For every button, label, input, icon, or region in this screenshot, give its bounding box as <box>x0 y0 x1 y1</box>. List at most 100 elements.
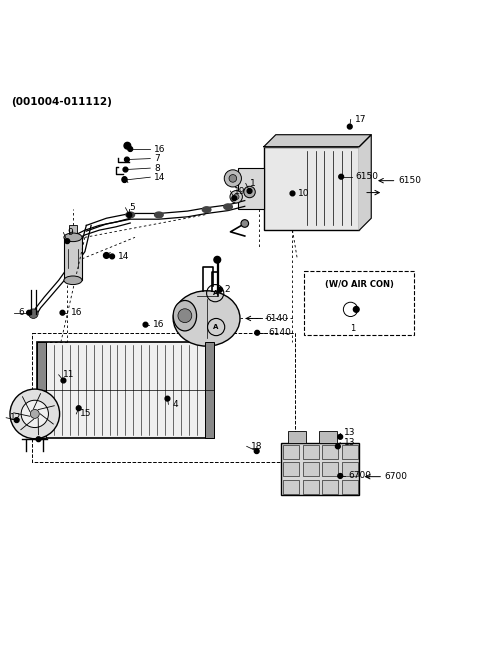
Circle shape <box>122 178 127 182</box>
Ellipse shape <box>64 276 82 285</box>
Bar <box>238 167 264 209</box>
Circle shape <box>36 437 41 441</box>
Bar <box>283 462 299 476</box>
Circle shape <box>124 157 129 162</box>
Text: 16: 16 <box>71 308 82 318</box>
Bar <box>342 462 358 476</box>
Bar <box>281 443 360 495</box>
Text: 14: 14 <box>118 252 129 261</box>
Bar <box>283 445 299 459</box>
Circle shape <box>165 396 170 401</box>
Polygon shape <box>264 134 371 147</box>
Ellipse shape <box>173 300 197 331</box>
Circle shape <box>348 124 352 129</box>
Text: 10: 10 <box>298 189 310 198</box>
Bar <box>33 333 295 462</box>
Text: 8: 8 <box>154 163 160 173</box>
Bar <box>342 480 358 493</box>
Text: 7: 7 <box>154 154 160 163</box>
Ellipse shape <box>224 204 232 210</box>
Circle shape <box>339 174 344 179</box>
Circle shape <box>143 322 148 327</box>
Text: 6: 6 <box>18 308 24 318</box>
Circle shape <box>60 310 65 315</box>
Text: A: A <box>213 290 218 296</box>
Circle shape <box>217 287 222 292</box>
Circle shape <box>29 309 38 318</box>
Text: 11: 11 <box>62 370 74 379</box>
Bar <box>302 462 319 476</box>
Text: 15: 15 <box>80 409 92 419</box>
Text: 6140: 6140 <box>269 328 291 337</box>
Bar <box>323 445 338 459</box>
Bar <box>302 445 319 459</box>
Text: 4: 4 <box>172 400 178 409</box>
Circle shape <box>104 253 109 258</box>
Text: 6150: 6150 <box>356 173 379 181</box>
Text: 2: 2 <box>225 285 230 295</box>
Circle shape <box>233 194 239 199</box>
Circle shape <box>224 170 241 187</box>
Text: 13: 13 <box>344 438 356 447</box>
Bar <box>304 271 414 335</box>
Bar <box>37 342 46 438</box>
Text: 1: 1 <box>350 323 356 333</box>
Circle shape <box>10 389 60 439</box>
Circle shape <box>338 474 343 478</box>
Ellipse shape <box>173 291 240 346</box>
Bar <box>319 430 337 443</box>
Ellipse shape <box>64 233 82 241</box>
Circle shape <box>61 378 66 383</box>
Text: 14: 14 <box>154 173 166 182</box>
Ellipse shape <box>126 212 134 218</box>
Text: (001004-011112): (001004-011112) <box>11 96 112 106</box>
Text: 6150: 6150 <box>398 176 421 185</box>
Bar <box>323 462 338 476</box>
Bar <box>69 226 77 237</box>
Text: 16: 16 <box>153 320 165 329</box>
Bar <box>205 342 214 438</box>
Text: 18: 18 <box>251 442 262 451</box>
Text: 9: 9 <box>67 228 73 237</box>
Circle shape <box>65 239 70 243</box>
Circle shape <box>338 434 343 440</box>
Circle shape <box>127 213 132 217</box>
Circle shape <box>27 310 32 315</box>
Circle shape <box>14 418 19 422</box>
Circle shape <box>336 444 340 449</box>
Text: 1: 1 <box>250 179 255 188</box>
Circle shape <box>255 331 260 335</box>
Circle shape <box>76 406 81 411</box>
Circle shape <box>124 142 131 149</box>
Text: 12: 12 <box>10 413 21 422</box>
Bar <box>323 480 338 493</box>
Text: 17: 17 <box>355 115 366 124</box>
Circle shape <box>232 195 237 201</box>
Circle shape <box>214 256 221 263</box>
Circle shape <box>353 306 359 312</box>
Text: (W/O AIR CON): (W/O AIR CON) <box>325 280 394 289</box>
Circle shape <box>110 254 115 259</box>
Circle shape <box>290 191 295 195</box>
Bar <box>283 480 299 493</box>
Text: 6140: 6140 <box>265 314 288 323</box>
Bar <box>288 430 306 443</box>
Circle shape <box>247 189 252 194</box>
Circle shape <box>30 409 39 419</box>
Circle shape <box>128 147 132 152</box>
Circle shape <box>254 449 259 453</box>
Circle shape <box>241 220 249 228</box>
Circle shape <box>230 190 242 203</box>
Text: 5: 5 <box>129 203 135 213</box>
Text: 6700: 6700 <box>384 472 408 481</box>
Circle shape <box>21 400 48 428</box>
Circle shape <box>123 167 128 172</box>
Circle shape <box>229 174 237 182</box>
Text: 13: 13 <box>344 428 356 438</box>
Text: 6700: 6700 <box>349 472 372 480</box>
Bar <box>64 237 82 280</box>
Bar <box>37 342 214 438</box>
Polygon shape <box>360 134 371 230</box>
Text: A: A <box>214 324 219 330</box>
Bar <box>302 480 319 493</box>
